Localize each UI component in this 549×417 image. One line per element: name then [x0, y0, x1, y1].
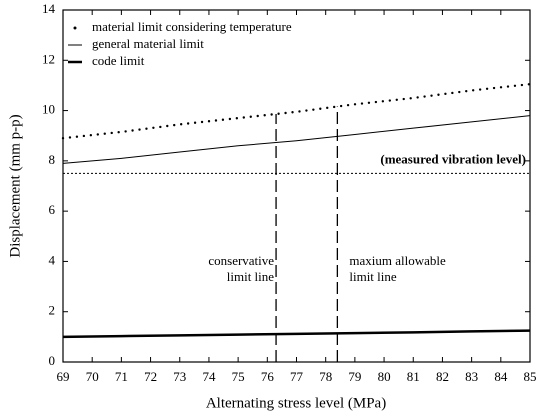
legend-label: general material limit — [92, 36, 204, 51]
x-tick-label: 78 — [319, 369, 332, 384]
y-tick-label: 2 — [49, 303, 56, 318]
y-tick-label: 8 — [49, 152, 56, 167]
y-tick-label: 10 — [42, 102, 55, 117]
x-tick-label: 80 — [378, 369, 391, 384]
reference-label: (measured vibration level) — [380, 151, 526, 166]
legend-label: code limit — [92, 53, 145, 68]
reference-label: limit line — [349, 269, 397, 284]
y-tick-label: 0 — [49, 353, 56, 368]
series-line — [62, 329, 531, 339]
x-tick-label: 70 — [86, 369, 99, 384]
y-tick-label: 12 — [42, 51, 55, 66]
x-tick-label: 81 — [407, 369, 420, 384]
reference-label: maxium allowable — [349, 253, 446, 268]
legend-label: material limit considering temperature — [92, 19, 292, 34]
x-tick-label: 75 — [232, 369, 245, 384]
x-tick-label: 85 — [524, 369, 537, 384]
x-axis-label: Alternating stress level (MPa) — [206, 395, 386, 411]
x-tick-label: 69 — [57, 369, 70, 384]
x-tick-label: 76 — [261, 369, 275, 384]
x-tick-label: 72 — [144, 369, 157, 384]
x-tick-label: 82 — [436, 369, 449, 384]
reference-label: conservative — [208, 253, 274, 268]
y-axis-label: Displacement (mm p-p) — [7, 114, 23, 257]
y-tick-label: 4 — [49, 252, 56, 267]
y-tick-label: 14 — [42, 1, 56, 16]
x-tick-label: 83 — [465, 369, 478, 384]
y-tick-label: 6 — [49, 202, 56, 217]
x-tick-label: 77 — [290, 369, 304, 384]
x-tick-label: 74 — [202, 369, 216, 384]
series-line — [62, 115, 531, 164]
x-tick-label: 71 — [115, 369, 128, 384]
reference-label: limit line — [227, 269, 275, 284]
x-tick-label: 73 — [173, 369, 186, 384]
x-tick-label: 79 — [348, 369, 361, 384]
x-tick-label: 84 — [494, 369, 508, 384]
series-line — [61, 82, 532, 140]
